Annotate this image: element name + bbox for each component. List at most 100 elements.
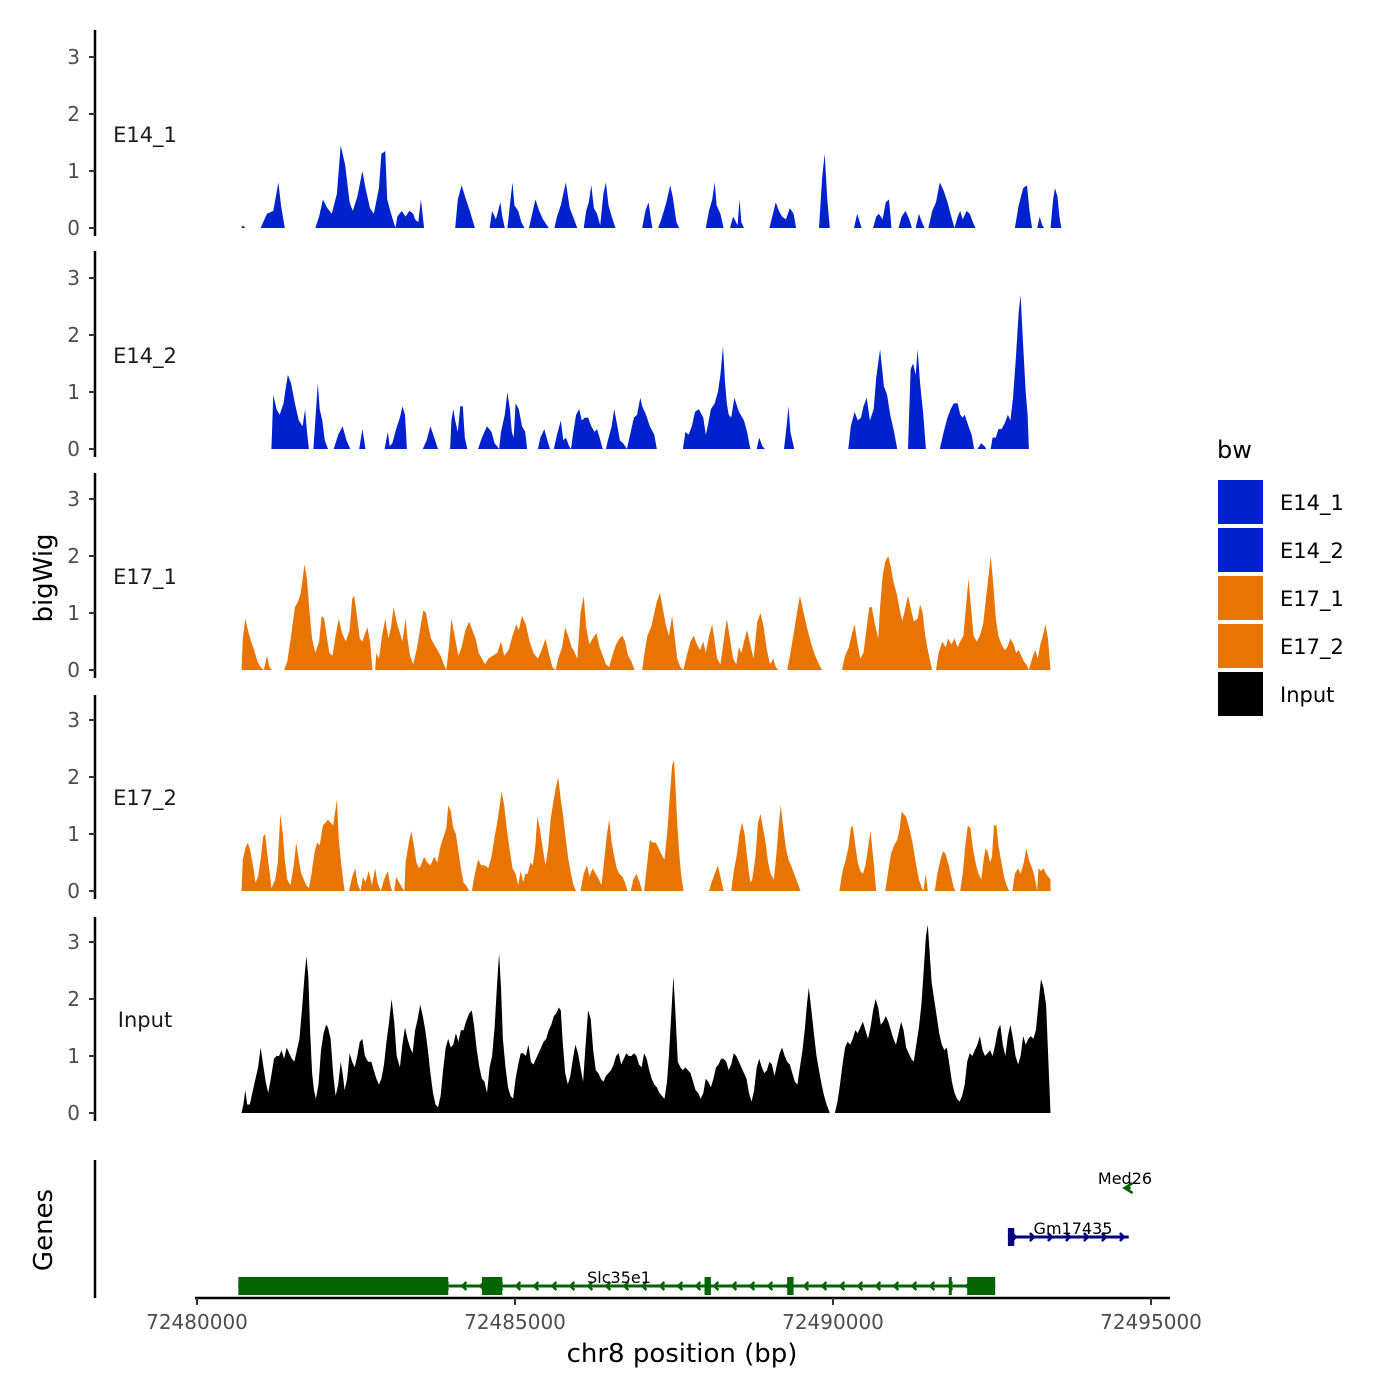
- y-tick-label: 0: [67, 658, 80, 682]
- coverage-area-e17-1: [241, 556, 1051, 670]
- strand-arrow: [676, 1281, 684, 1291]
- coverage-area-e17-2: [241, 759, 1051, 891]
- legend-label: E14_1: [1280, 491, 1344, 516]
- y-tick-label: 1: [67, 1044, 80, 1068]
- y-tick-label: 1: [67, 159, 80, 183]
- y-tick-label: 2: [67, 987, 80, 1011]
- y-tick-label: 2: [67, 544, 80, 568]
- strand-arrow: [748, 1281, 756, 1291]
- legend-swatch: [1218, 528, 1263, 572]
- y-tick-label: 3: [67, 930, 80, 954]
- legend-title: bw: [1217, 436, 1252, 464]
- strand-arrow: [802, 1281, 810, 1291]
- strand-arrow: [910, 1281, 918, 1291]
- y-tick-label: 1: [67, 822, 80, 846]
- track-e14-1: 0 1 2 3 E14_1: [67, 30, 1062, 240]
- y-tick-label: 1: [67, 601, 80, 625]
- y-tick-label: 0: [67, 1101, 80, 1125]
- strand-arrow: [658, 1281, 666, 1291]
- y-tick-label: 2: [67, 323, 80, 347]
- strand-arrow: [892, 1281, 900, 1291]
- strand-arrow: [730, 1281, 738, 1291]
- track-label: E14_2: [113, 344, 177, 369]
- strand-arrow: [1122, 1181, 1134, 1195]
- legend-item-e17-2: E17_2: [1218, 624, 1344, 668]
- strand-arrow: [1119, 1232, 1126, 1242]
- strand-arrow: [694, 1281, 702, 1291]
- exon: [704, 1277, 711, 1295]
- strand-arrow: [1101, 1232, 1108, 1242]
- track-e14-2: 0 1 2 3 E14_2: [67, 251, 1029, 461]
- strand-arrow: [514, 1281, 522, 1291]
- x-tick-label: 72490000: [782, 1310, 884, 1334]
- strand-arrow: [622, 1281, 630, 1291]
- strand-arrow: [1083, 1232, 1090, 1242]
- track-label: E17_2: [113, 786, 177, 811]
- y-axis-title: bigWig: [29, 533, 59, 622]
- x-tick-label: 72480000: [146, 1310, 248, 1334]
- strand-arrow: [928, 1281, 936, 1291]
- legend-item-e14-1: E14_1: [1218, 480, 1344, 524]
- gene-label: Med26: [1098, 1169, 1152, 1188]
- track-input: 0 1 2 3 Input: [67, 917, 1051, 1125]
- y-tick-label: 3: [67, 487, 80, 511]
- strand-arrow: [550, 1281, 558, 1291]
- legend-swatch: [1218, 624, 1263, 668]
- track-label: E17_1: [113, 565, 177, 590]
- legend: bw E14_1 E14_2 E17_1 E17_2 Input: [1217, 436, 1344, 716]
- strand-arrow: [1065, 1232, 1072, 1242]
- strand-arrow: [568, 1281, 576, 1291]
- exon: [787, 1277, 794, 1295]
- y-tick-label: 2: [67, 765, 80, 789]
- x-tick-label: 72485000: [464, 1310, 566, 1334]
- coverage-area-e14-2: [271, 295, 1029, 449]
- strand-arrow: [856, 1281, 864, 1291]
- y-tick-label: 3: [67, 708, 80, 732]
- gene-label: Slc35e1: [587, 1268, 651, 1287]
- strand-arrow: [874, 1281, 882, 1291]
- exon: [948, 1277, 952, 1295]
- strand-arrow: [640, 1281, 648, 1291]
- legend-label: E14_2: [1280, 539, 1344, 564]
- gene-annotation-panel: Slc35e1 Gm17435 Med26: [93, 1160, 1152, 1298]
- legend-item-input: Input: [1218, 672, 1334, 716]
- track-e17-1: 0 1 2 3 E17_1: [67, 473, 1051, 682]
- strand-arrow: [604, 1281, 612, 1291]
- y-tick-label: 2: [67, 102, 80, 126]
- exon: [1007, 1228, 1015, 1246]
- strand-arrow: [838, 1281, 846, 1291]
- y-tick-label: 0: [67, 216, 80, 240]
- coverage-area-input: [241, 924, 1051, 1113]
- coverage-area-e14-1: [241, 145, 1062, 228]
- legend-label: Input: [1280, 683, 1334, 707]
- coverage-tracks: 0 1 2 3 E14_1 0 1 2 3 E14_2 0 1 2 3 E17_1 0 1 2 3 E17_2 0 1 2 3…: [67, 30, 1062, 1125]
- track-label: Input: [118, 1008, 172, 1032]
- strand-arrow: [712, 1281, 720, 1291]
- gene-gm17435: Gm17435: [1007, 1219, 1129, 1246]
- legend-swatch: [1218, 576, 1263, 620]
- x-axis-title: chr8 position (bp): [567, 1339, 798, 1369]
- track-label: E14_1: [113, 123, 177, 148]
- legend-label: E17_1: [1280, 587, 1344, 612]
- strand-arrow: [532, 1281, 540, 1291]
- y-tick-label: 3: [67, 266, 80, 290]
- strand-arrow: [766, 1281, 774, 1291]
- exon: [238, 1277, 449, 1295]
- y-tick-label: 3: [67, 45, 80, 69]
- x-tick-label: 72495000: [1100, 1310, 1202, 1334]
- gene-med26: Med26: [1098, 1169, 1152, 1195]
- legend-item-e14-2: E14_2: [1218, 528, 1344, 572]
- strand-arrow: [1047, 1232, 1054, 1242]
- strand-arrow: [1029, 1232, 1036, 1242]
- gene-label: Gm17435: [1034, 1219, 1113, 1238]
- y-tick-label: 0: [67, 437, 80, 461]
- gene-slc35e1: Slc35e1: [238, 1268, 996, 1295]
- legend-item-e17-1: E17_1: [1218, 576, 1344, 620]
- y-tick-label: 0: [67, 879, 80, 903]
- exon: [967, 1277, 996, 1295]
- track-e17-2: 0 1 2 3 E17_2: [67, 695, 1051, 903]
- genes-axis-title: Genes: [29, 1189, 59, 1271]
- exon: [481, 1277, 503, 1295]
- strand-arrow: [820, 1281, 828, 1291]
